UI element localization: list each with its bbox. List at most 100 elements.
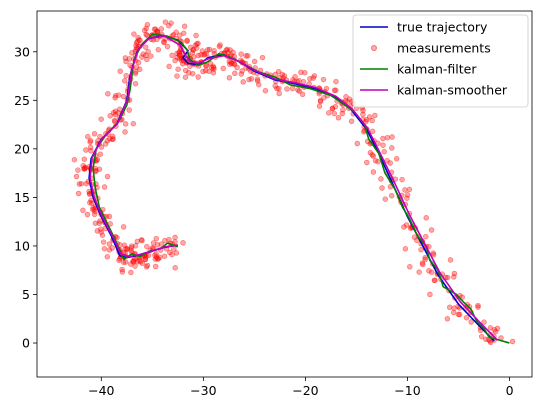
measurement-point: [192, 42, 199, 49]
measurement-point: [481, 319, 487, 325]
measurement-point: [209, 65, 215, 71]
measurement-point: [345, 98, 351, 105]
measurement-point: [143, 25, 149, 32]
measurement-point: [416, 269, 422, 275]
measurement-point: [110, 136, 116, 142]
measurement-point: [107, 136, 113, 142]
y-tick-label: 25: [14, 93, 30, 108]
measurement-point: [175, 66, 181, 72]
y-tick-label: 10: [14, 238, 30, 253]
measurement-point: [243, 53, 249, 59]
measurement-point: [142, 44, 149, 50]
measurement-point: [302, 69, 308, 76]
measurement-point: [254, 78, 261, 84]
measurement-point: [423, 215, 429, 221]
measurement-point: [172, 239, 178, 245]
y-tick-label: 30: [14, 44, 30, 59]
measurement-point: [136, 66, 143, 73]
measurement-point: [189, 50, 196, 56]
measurement-point: [144, 32, 150, 39]
measurement-point: [124, 246, 130, 252]
measurement-point: [97, 133, 103, 140]
y-tick-label: 15: [14, 190, 30, 205]
measurement-point: [152, 26, 159, 32]
measurement-point: [404, 195, 410, 201]
measurement-point: [203, 62, 210, 69]
measurement-point: [176, 50, 182, 56]
measurement-point: [187, 44, 194, 51]
measurement-point: [211, 66, 217, 72]
measurement-point: [84, 211, 91, 218]
measurement-point: [184, 37, 190, 44]
measurement-point: [226, 75, 233, 81]
measurement-point: [406, 186, 413, 193]
measurement-point: [475, 302, 481, 309]
measurement-point: [202, 67, 209, 74]
measurement-point: [363, 118, 369, 125]
measurement-point: [427, 291, 433, 298]
measurement-point: [121, 242, 128, 248]
measurement-point: [226, 58, 233, 65]
measurement-point: [389, 145, 395, 151]
measurement-point: [128, 269, 134, 276]
measurement-point: [231, 61, 238, 68]
measurement-point: [106, 241, 113, 247]
measurement-point: [176, 32, 183, 39]
plot-frame: [36, 10, 533, 378]
measurement-point: [168, 20, 174, 26]
measurement-point: [123, 58, 129, 65]
measurement-point: [124, 246, 130, 253]
measurement-point: [346, 96, 353, 102]
measurement-point: [101, 245, 108, 252]
measurement-point: [430, 250, 437, 256]
measurement-point: [444, 274, 451, 281]
measurement-point: [329, 105, 336, 112]
measurement-point: [132, 70, 139, 77]
measurement-point: [333, 78, 339, 85]
measurement-point: [380, 142, 386, 148]
measurement-point: [189, 70, 196, 77]
measurement-point: [190, 47, 196, 53]
measurement-point: [112, 111, 119, 118]
measurement-point: [343, 94, 349, 100]
measurement-point: [354, 140, 361, 147]
measurement-point: [139, 237, 145, 244]
measurement-point: [87, 137, 94, 144]
measurement-point: [166, 236, 172, 243]
measurement-point: [142, 256, 149, 263]
measurement-point: [171, 246, 177, 252]
measurement-point: [174, 54, 180, 61]
measurement-point: [331, 87, 338, 94]
measurement-point: [130, 257, 137, 264]
measurement-point: [81, 156, 88, 162]
measurement-point: [139, 260, 146, 267]
measurement-point: [321, 94, 327, 101]
measurement-point: [234, 64, 240, 71]
measurement-point: [211, 47, 217, 54]
measurement-point: [254, 76, 261, 82]
measurement-point: [158, 26, 165, 32]
measurement-point: [173, 250, 180, 256]
measurement-point: [384, 134, 391, 141]
measurement-point: [104, 173, 111, 180]
measurement-point: [451, 270, 458, 277]
measurement-point: [112, 92, 119, 99]
measurement-point: [372, 157, 379, 164]
measurement-point: [229, 60, 235, 67]
measurement-point: [129, 50, 135, 56]
measurement-point: [123, 72, 129, 79]
measurement-point: [380, 135, 386, 142]
measurement-point: [106, 247, 113, 253]
measurement-point: [245, 53, 251, 59]
measurement-point: [422, 254, 428, 261]
x-tick-label: −30: [190, 383, 216, 398]
measurement-point: [184, 38, 190, 44]
measurement-point: [230, 49, 236, 56]
measurement-point: [119, 266, 125, 273]
measurement-point: [177, 55, 183, 62]
measurement-point: [426, 268, 432, 274]
measurement-point: [198, 52, 204, 58]
measurement-point: [176, 49, 183, 55]
measurement-point: [169, 52, 175, 59]
measurement-point: [161, 38, 167, 45]
